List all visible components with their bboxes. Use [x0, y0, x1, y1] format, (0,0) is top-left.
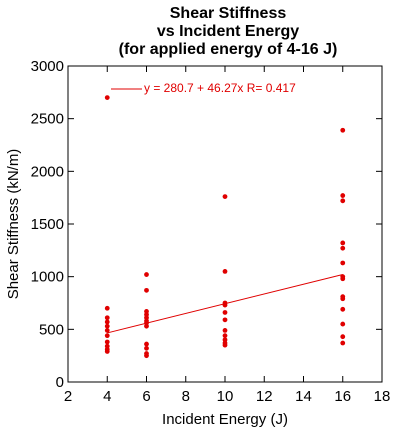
y-tick-label: 2000 [31, 163, 64, 180]
data-point [144, 287, 149, 293]
data-point [104, 95, 110, 100]
data-point [222, 327, 228, 333]
x-tick-label: 4 [103, 388, 111, 405]
x-axis-label: Incident Energy (J) [162, 411, 288, 428]
data-point [144, 341, 149, 347]
x-tick-label: 16 [334, 388, 351, 405]
data-point [340, 127, 346, 133]
x-tick-label: 12 [256, 388, 273, 405]
data-point [104, 327, 110, 333]
y-axis-label: Shear Stiffness (kN/m) [5, 149, 22, 300]
data-point [104, 319, 110, 325]
data-point [340, 296, 346, 302]
data-point [104, 323, 110, 329]
data-point [340, 306, 346, 312]
data-point [144, 272, 149, 277]
data-point [222, 302, 228, 308]
data-point [104, 339, 110, 345]
data-points [104, 95, 346, 359]
chart-title-line-2: vs Incident Energy [157, 23, 299, 40]
data-point [340, 334, 346, 340]
x-tick-label: 8 [182, 388, 190, 405]
data-point [144, 323, 149, 329]
chart-title-line-3: (for applied energy of 4-16 J) [119, 41, 338, 58]
data-point [222, 333, 228, 339]
y-tick-label: 500 [39, 321, 64, 338]
data-point [222, 317, 228, 323]
data-point [222, 342, 228, 348]
data-point [222, 310, 228, 315]
data-point [340, 245, 346, 251]
data-point [340, 198, 346, 204]
data-point [222, 269, 228, 274]
x-tick-label: 14 [295, 388, 312, 405]
y-tick-label: 3000 [31, 58, 64, 75]
x-tick-label: 10 [217, 388, 234, 405]
data-point [340, 340, 346, 346]
data-point [340, 240, 346, 246]
y-tick-label: 1500 [31, 216, 64, 233]
data-point [104, 349, 110, 354]
data-point [340, 193, 346, 198]
y-tick-label: 1000 [31, 269, 64, 286]
x-tick-label: 2 [64, 388, 72, 405]
data-point [104, 305, 110, 311]
x-tick-label: 18 [374, 388, 391, 405]
chart-title-line-1: Shear Stiffness [170, 5, 287, 22]
data-point [144, 353, 149, 359]
data-point [104, 333, 110, 339]
data-point [340, 276, 346, 282]
fit-equation-label: y = 280.7 + 46.27x R= 0.417 [144, 81, 296, 95]
data-point [222, 194, 228, 200]
data-point [144, 345, 149, 351]
data-point [104, 315, 110, 321]
axis-ticks: 2 4 6 8 10 12 14 16 18 0 500 1000 1500 2000 2500 3000 [31, 58, 391, 405]
x-tick-label: 6 [142, 388, 150, 405]
y-tick-label: 2500 [31, 111, 64, 128]
y-tick-label: 0 [56, 374, 64, 391]
data-point [340, 321, 346, 327]
data-point [340, 260, 346, 266]
